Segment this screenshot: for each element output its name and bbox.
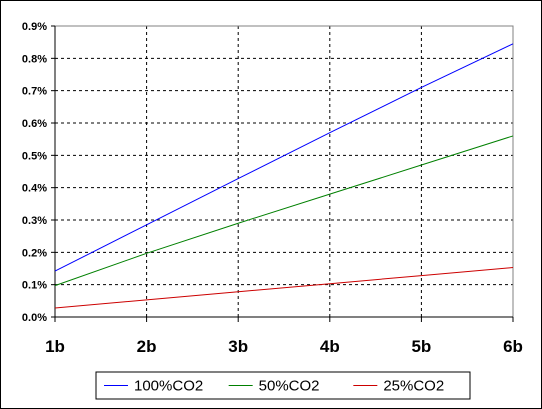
series-lines [54, 43, 514, 309]
x-tick-label: 1b [45, 337, 65, 356]
grid-lines [55, 25, 513, 317]
y-tick-label: 0.4% [22, 183, 47, 195]
legend-box [95, 371, 471, 400]
y-tick-label: 0.0% [22, 312, 47, 324]
axes: 0.0% 0.1% 0.2% 0.3% 0.4% 0.5% 0.6% 0.7% 0.8% 0.9%… [22, 21, 523, 356]
x-tick-label: 3b [228, 337, 248, 356]
series-line-50-co2 [54, 135, 514, 287]
legend-label: 100%CO2 [134, 378, 203, 395]
y-tick-label: 0.3% [22, 215, 47, 227]
y-tick-label: 0.9% [22, 21, 47, 33]
y-tick-label: 0.5% [22, 150, 47, 162]
x-tick-label: 4b [320, 337, 340, 356]
y-tick-label: 0.8% [22, 53, 47, 65]
y-tick-label: 0.1% [22, 280, 47, 292]
series-line-100-co2 [54, 43, 514, 272]
legend-label: 25%CO2 [383, 378, 444, 395]
x-tick-label: 6b [503, 337, 523, 356]
y-tick-label: 0.2% [22, 247, 47, 259]
series-line-25-co2 [54, 267, 514, 309]
x-tick-label: 5b [411, 337, 431, 356]
legend-label: 50%CO2 [259, 378, 320, 395]
y-tick-label: 0.7% [22, 86, 47, 98]
x-tick-label: 2b [137, 337, 157, 356]
legend: 100%CO2 50%CO2 25%CO2 [95, 371, 471, 400]
y-tick-label: 0.6% [22, 118, 47, 130]
